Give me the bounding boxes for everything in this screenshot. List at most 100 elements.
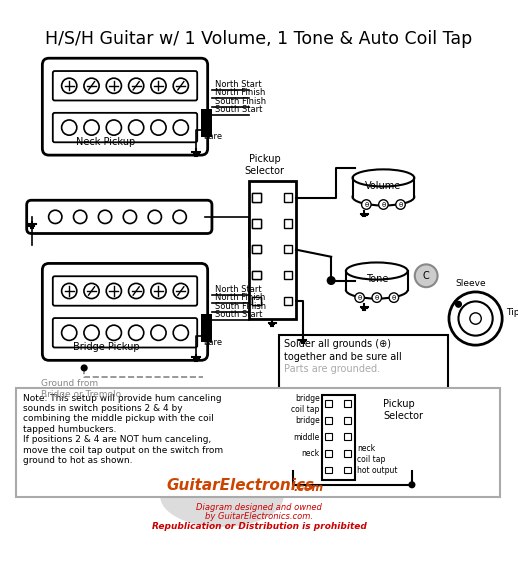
FancyBboxPatch shape — [53, 71, 197, 101]
FancyBboxPatch shape — [26, 200, 212, 234]
Circle shape — [49, 210, 62, 224]
Circle shape — [128, 325, 144, 340]
Circle shape — [470, 313, 481, 324]
Bar — [344, 450, 351, 457]
Text: bridge: bridge — [295, 416, 320, 425]
Text: by GuitarElectronics.com.: by GuitarElectronics.com. — [205, 512, 313, 521]
Text: θ: θ — [398, 202, 402, 207]
Bar — [284, 271, 292, 279]
Circle shape — [173, 78, 189, 94]
Text: Solder all grounds (⊕): Solder all grounds (⊕) — [284, 339, 391, 349]
Text: Tip: Tip — [506, 309, 518, 317]
Bar — [325, 433, 332, 440]
Bar — [252, 271, 261, 279]
Bar — [344, 467, 351, 474]
Circle shape — [106, 325, 121, 340]
Ellipse shape — [353, 188, 414, 206]
Text: middle: middle — [294, 433, 320, 442]
Text: together and be sure all: together and be sure all — [284, 352, 401, 362]
Ellipse shape — [346, 263, 408, 279]
Text: Pickup
Selector: Pickup Selector — [383, 399, 423, 421]
FancyBboxPatch shape — [53, 113, 197, 142]
Text: hot output: hot output — [357, 466, 397, 475]
Text: Tone: Tone — [366, 274, 388, 284]
Circle shape — [106, 284, 121, 299]
Bar — [353, 178, 414, 197]
Circle shape — [379, 200, 388, 209]
Circle shape — [123, 210, 137, 224]
Circle shape — [372, 293, 382, 302]
Circle shape — [128, 284, 144, 299]
Bar — [252, 219, 261, 228]
Bar — [252, 193, 261, 202]
Text: Republication or Distribution is prohibited: Republication or Distribution is prohibi… — [152, 522, 366, 531]
Bar — [201, 109, 212, 137]
Text: θ: θ — [364, 202, 368, 207]
Text: North Start: North Start — [215, 285, 262, 294]
Bar — [284, 297, 292, 305]
Circle shape — [409, 482, 415, 487]
Text: θ: θ — [375, 295, 379, 300]
Bar — [252, 245, 261, 253]
Circle shape — [396, 200, 405, 209]
Text: neck
coil tap: neck coil tap — [357, 444, 385, 464]
Circle shape — [456, 302, 462, 307]
Circle shape — [62, 284, 77, 299]
Text: Note: This setup will provide hum canceling
sounds in switch positions 2 & 4 by
: Note: This setup will provide hum cancel… — [23, 393, 223, 465]
Text: GuitarElectronics: GuitarElectronics — [167, 478, 315, 493]
Bar — [279, 335, 448, 392]
Circle shape — [62, 120, 77, 135]
Circle shape — [173, 120, 189, 135]
Circle shape — [458, 302, 493, 336]
Text: neck: neck — [301, 450, 320, 458]
Text: South Finish: South Finish — [215, 96, 266, 106]
Bar — [252, 193, 261, 202]
Circle shape — [415, 264, 438, 287]
Text: South Start: South Start — [215, 105, 263, 114]
FancyBboxPatch shape — [42, 58, 208, 155]
Bar — [344, 400, 351, 407]
Text: C: C — [423, 271, 429, 281]
Circle shape — [151, 78, 166, 94]
Circle shape — [62, 78, 77, 94]
Text: θ: θ — [381, 202, 385, 207]
Bar — [284, 193, 292, 202]
Bar — [325, 417, 332, 424]
Bar — [325, 467, 332, 474]
Circle shape — [62, 325, 77, 340]
Text: bare: bare — [203, 132, 222, 141]
Bar — [344, 417, 351, 424]
Circle shape — [173, 325, 189, 340]
FancyBboxPatch shape — [42, 263, 208, 360]
Bar — [284, 245, 292, 253]
Ellipse shape — [160, 465, 284, 527]
Bar — [322, 394, 355, 480]
Text: bridge
coil tap: bridge coil tap — [292, 394, 320, 414]
Circle shape — [362, 200, 371, 209]
Circle shape — [128, 120, 144, 135]
Circle shape — [355, 293, 365, 302]
Text: North Start: North Start — [215, 80, 262, 89]
Circle shape — [84, 325, 99, 340]
Text: H/S/H Guitar w/ 1 Volume, 1 Tone & Auto Coil Tap: H/S/H Guitar w/ 1 Volume, 1 Tone & Auto … — [46, 30, 472, 48]
Bar — [252, 297, 261, 305]
Circle shape — [151, 284, 166, 299]
Bar — [252, 219, 261, 228]
Ellipse shape — [241, 475, 279, 494]
Circle shape — [151, 325, 166, 340]
Ellipse shape — [346, 281, 408, 299]
Circle shape — [389, 293, 399, 302]
Circle shape — [151, 120, 166, 135]
Bar — [16, 388, 500, 497]
Circle shape — [173, 284, 189, 299]
Text: Neck Pickup: Neck Pickup — [76, 137, 136, 147]
Text: Diagram designed and owned: Diagram designed and owned — [196, 503, 322, 512]
Text: θ: θ — [357, 295, 362, 300]
Text: Pickup
Selector: Pickup Selector — [244, 155, 285, 176]
Circle shape — [84, 284, 99, 299]
Bar — [284, 219, 292, 228]
Text: bare: bare — [203, 338, 222, 346]
Circle shape — [74, 210, 87, 224]
Bar — [252, 271, 261, 279]
Bar — [252, 245, 261, 253]
